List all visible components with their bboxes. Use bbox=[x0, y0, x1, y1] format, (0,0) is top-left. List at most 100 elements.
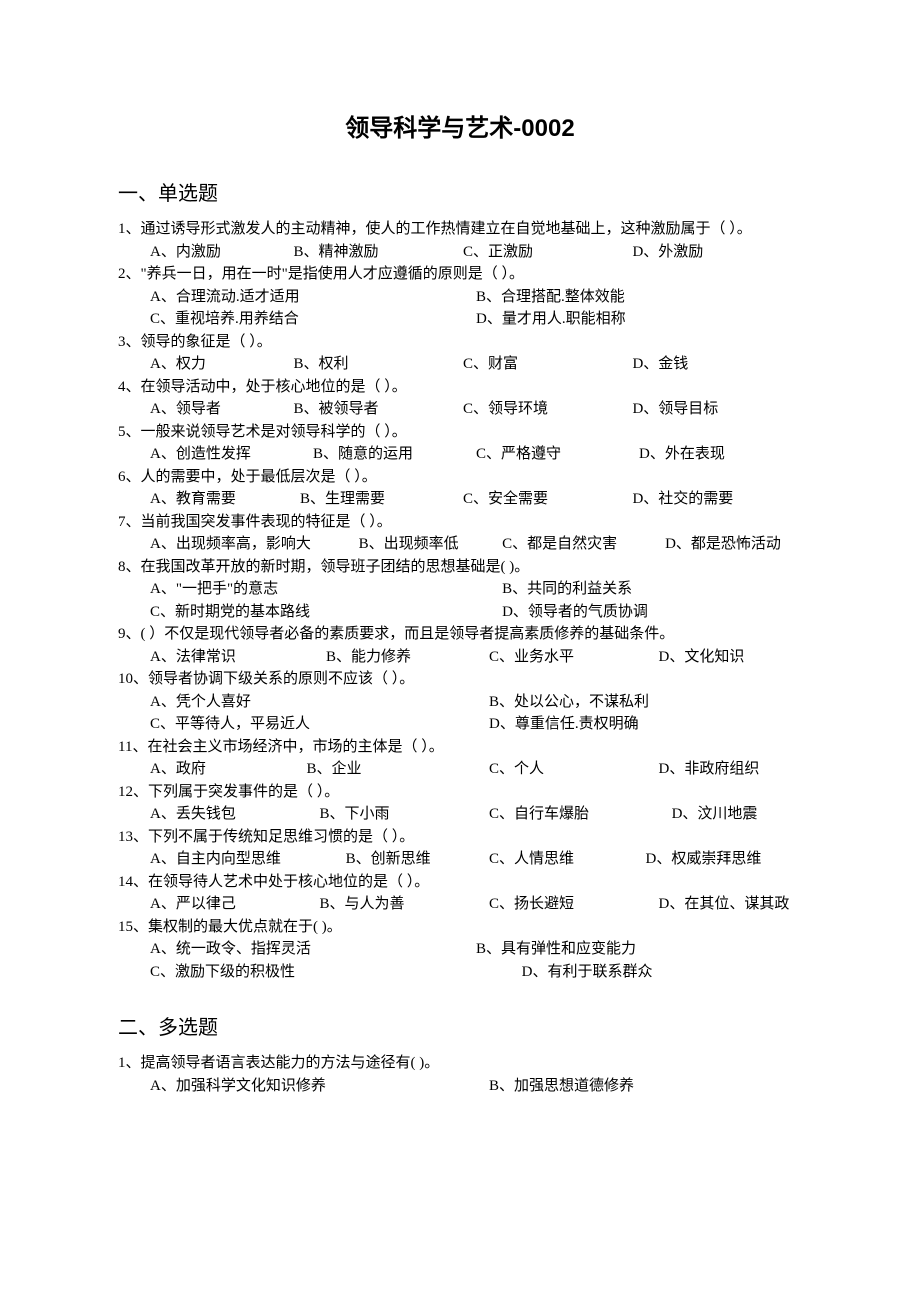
q15-text: 15、集权制的最大优点就在于( )。 bbox=[118, 916, 802, 939]
q13-opt-b: B、创新思维 bbox=[346, 848, 489, 871]
q1-opt-d: D、外激励 bbox=[632, 241, 802, 264]
s2-q1-opt-b: B、加强思想道德修养 bbox=[489, 1075, 802, 1098]
q9-options: A、法律常识 B、能力修养 C、业务水平 D、文化知识 bbox=[118, 646, 802, 669]
doc-title: 领导科学与艺术-0002 bbox=[118, 108, 802, 143]
q14-opt-b: B、与人为善 bbox=[320, 893, 490, 916]
q12-options: A、丢失钱包 B、下小雨 C、自行车爆胎 D、汶川地震 bbox=[118, 803, 802, 826]
q5-opt-a: A、创造性发挥 bbox=[150, 443, 313, 466]
q5-options: A、创造性发挥 B、随意的运用 C、严格遵守 D、外在表现 bbox=[118, 443, 802, 466]
question-6: 6、人的需要中，处于最低层次是（ ）。 A、教育需要 B、生理需要 C、安全需要… bbox=[118, 466, 802, 511]
question-11: 11、在社会主义市场经济中，市场的主体是（ ）。 A、政府 B、企业 C、个人 … bbox=[118, 736, 802, 781]
question-10: 10、领导者协调下级关系的原则不应该（ ）。 A、凭个人喜好 B、处以公心，不谋… bbox=[118, 668, 802, 736]
q5-opt-c: C、严格遵守 bbox=[476, 443, 639, 466]
q6-opt-a: A、教育需要 bbox=[150, 488, 300, 511]
question-4: 4、在领导活动中，处于核心地位的是（ ）。 A、领导者 B、被领导者 C、领导环… bbox=[118, 376, 802, 421]
question-9: 9、( ）不仅是现代领导者必备的素质要求，而且是领导者提高素质修养的基础条件。 … bbox=[118, 623, 802, 668]
q7-text: 7、当前我国突发事件表现的特征是（ ）。 bbox=[118, 511, 802, 534]
question-13: 13、下列不属于传统知足思维习惯的是（ ）。 A、自主内向型思维 B、创新思维 … bbox=[118, 826, 802, 871]
q5-opt-d: D、外在表现 bbox=[639, 443, 802, 466]
q2-text: 2、"养兵一日，用在一时"是指使用人才应遵循的原则是（ ）。 bbox=[118, 263, 802, 286]
q7-opt-c: C、都是自然灾害 bbox=[502, 533, 665, 556]
q12-opt-b: B、下小雨 bbox=[320, 803, 490, 826]
q12-text: 12、下列属于突发事件的是（ ）。 bbox=[118, 781, 802, 804]
q9-text: 9、( ）不仅是现代领导者必备的素质要求，而且是领导者提高素质修养的基础条件。 bbox=[118, 623, 802, 646]
q10-opt-b: B、处以公心，不谋私利 bbox=[489, 691, 802, 714]
q7-opt-d: D、都是恐怖活动 bbox=[665, 533, 802, 556]
question-8: 8、在我国改革开放的新时期，领导班子团结的思想基础是( )。 A、"一把手"的意… bbox=[118, 556, 802, 624]
q15-opt-a: A、统一政令、指挥灵活 bbox=[150, 938, 476, 961]
q11-opt-a: A、政府 bbox=[150, 758, 306, 781]
q13-opt-d: D、权威崇拜思维 bbox=[646, 848, 802, 871]
question-7: 7、当前我国突发事件表现的特征是（ ）。 A、出现频率高，影响大 B、出现频率低… bbox=[118, 511, 802, 556]
q14-opt-c: C、扬长避短 bbox=[489, 893, 659, 916]
q12-opt-a: A、丢失钱包 bbox=[150, 803, 320, 826]
question-3: 3、领导的象征是（ ）。 A、权力 B、权利 C、财富 D、金钱 bbox=[118, 331, 802, 376]
q2-opt-c: C、重视培养.用养结合 bbox=[150, 308, 476, 331]
s2-q1-opt-a: A、加强科学文化知识修养 bbox=[150, 1075, 489, 1098]
q1-options: A、内激励 B、精神激励 C、正激励 D、外激励 bbox=[118, 241, 802, 264]
q15-opt-b: B、具有弹性和应变能力 bbox=[476, 938, 802, 961]
q7-opt-b: B、出现频率低 bbox=[359, 533, 502, 556]
q5-opt-b: B、随意的运用 bbox=[313, 443, 476, 466]
q3-opt-c: C、财富 bbox=[463, 353, 633, 376]
q3-opt-a: A、权力 bbox=[150, 353, 293, 376]
q7-options: A、出现频率高，影响大 B、出现频率低 C、都是自然灾害 D、都是恐怖活动 bbox=[118, 533, 802, 556]
q10-opt-d: D、尊重信任.责权明确 bbox=[489, 713, 802, 736]
q1-text: 1、通过诱导形式激发人的主动精神，使人的工作热情建立在自觉地基础上，这种激励属于… bbox=[118, 218, 802, 241]
q4-opt-d: D、领导目标 bbox=[632, 398, 802, 421]
q14-options: A、严以律己 B、与人为善 C、扬长避短 D、在其位、谋其政 bbox=[118, 893, 802, 916]
q14-text: 14、在领导待人艺术中处于核心地位的是（ ）。 bbox=[118, 871, 802, 894]
q11-opt-b: B、企业 bbox=[306, 758, 489, 781]
q8-text: 8、在我国改革开放的新时期，领导班子团结的思想基础是( )。 bbox=[118, 556, 802, 579]
s2-q1-text: 1、提高领导者语言表达能力的方法与途径有( )。 bbox=[118, 1052, 802, 1075]
q13-opt-c: C、人情思维 bbox=[489, 848, 645, 871]
section2-header: 二、多选题 bbox=[118, 1011, 802, 1040]
q12-opt-c: C、自行车爆胎 bbox=[489, 803, 672, 826]
question-14: 14、在领导待人艺术中处于核心地位的是（ ）。 A、严以律己 B、与人为善 C、… bbox=[118, 871, 802, 916]
q4-opt-c: C、领导环境 bbox=[463, 398, 633, 421]
q11-opt-c: C、个人 bbox=[489, 758, 659, 781]
q2-opt-b: B、合理搭配.整体效能 bbox=[476, 286, 802, 309]
q9-opt-c: C、业务水平 bbox=[489, 646, 659, 669]
q3-text: 3、领导的象征是（ ）。 bbox=[118, 331, 802, 354]
q2-opt-a: A、合理流动.适才适用 bbox=[150, 286, 476, 309]
q4-opt-a: A、领导者 bbox=[150, 398, 293, 421]
s2-question-1: 1、提高领导者语言表达能力的方法与途径有( )。 A、加强科学文化知识修养 B、… bbox=[118, 1052, 802, 1097]
section1-header: 一、单选题 bbox=[118, 177, 802, 206]
q14-opt-d: D、在其位、谋其政 bbox=[659, 893, 802, 916]
question-5: 5、一般来说领导艺术是对领导科学的（ ）。 A、创造性发挥 B、随意的运用 C、… bbox=[118, 421, 802, 466]
q7-opt-a: A、出现频率高，影响大 bbox=[150, 533, 359, 556]
q8-options: A、"一把手"的意志 B、共同的利益关系 C、新时期党的基本路线 D、领导者的气… bbox=[118, 578, 802, 623]
q4-text: 4、在领导活动中，处于核心地位的是（ ）。 bbox=[118, 376, 802, 399]
q14-opt-a: A、严以律己 bbox=[150, 893, 320, 916]
q6-opt-d: D、社交的需要 bbox=[632, 488, 802, 511]
q4-opt-b: B、被领导者 bbox=[293, 398, 463, 421]
q15-options: A、统一政令、指挥灵活 B、具有弹性和应变能力 C、激励下级的积极性 D、有利于… bbox=[118, 938, 802, 983]
q8-opt-a: A、"一把手"的意志 bbox=[150, 578, 502, 601]
q13-opt-a: A、自主内向型思维 bbox=[150, 848, 346, 871]
q1-opt-a: A、内激励 bbox=[150, 241, 293, 264]
q10-opt-a: A、凭个人喜好 bbox=[150, 691, 489, 714]
s2-q1-options: A、加强科学文化知识修养 B、加强思想道德修养 bbox=[118, 1075, 802, 1098]
q15-opt-d: D、有利于联系群众 bbox=[522, 961, 802, 984]
question-15: 15、集权制的最大优点就在于( )。 A、统一政令、指挥灵活 B、具有弹性和应变… bbox=[118, 916, 802, 984]
q4-options: A、领导者 B、被领导者 C、领导环境 D、领导目标 bbox=[118, 398, 802, 421]
q1-opt-b: B、精神激励 bbox=[293, 241, 463, 264]
q5-text: 5、一般来说领导艺术是对领导科学的（ ）。 bbox=[118, 421, 802, 444]
q8-opt-d: D、领导者的气质协调 bbox=[502, 601, 802, 624]
q15-opt-c: C、激励下级的积极性 bbox=[150, 961, 522, 984]
q6-options: A、教育需要 B、生理需要 C、安全需要 D、社交的需要 bbox=[118, 488, 802, 511]
q10-options: A、凭个人喜好 B、处以公心，不谋私利 C、平等待人，平易近人 D、尊重信任.责… bbox=[118, 691, 802, 736]
question-2: 2、"养兵一日，用在一时"是指使用人才应遵循的原则是（ ）。 A、合理流动.适才… bbox=[118, 263, 802, 331]
q11-options: A、政府 B、企业 C、个人 D、非政府组织 bbox=[118, 758, 802, 781]
q10-opt-c: C、平等待人，平易近人 bbox=[150, 713, 489, 736]
q11-text: 11、在社会主义市场经济中，市场的主体是（ ）。 bbox=[118, 736, 802, 759]
q13-options: A、自主内向型思维 B、创新思维 C、人情思维 D、权威崇拜思维 bbox=[118, 848, 802, 871]
question-12: 12、下列属于突发事件的是（ ）。 A、丢失钱包 B、下小雨 C、自行车爆胎 D… bbox=[118, 781, 802, 826]
q6-opt-b: B、生理需要 bbox=[300, 488, 463, 511]
q3-options: A、权力 B、权利 C、财富 D、金钱 bbox=[118, 353, 802, 376]
q1-opt-c: C、正激励 bbox=[463, 241, 633, 264]
q13-text: 13、下列不属于传统知足思维习惯的是（ ）。 bbox=[118, 826, 802, 849]
q3-opt-b: B、权利 bbox=[293, 353, 463, 376]
q2-opt-d: D、量才用人.职能相称 bbox=[476, 308, 802, 331]
